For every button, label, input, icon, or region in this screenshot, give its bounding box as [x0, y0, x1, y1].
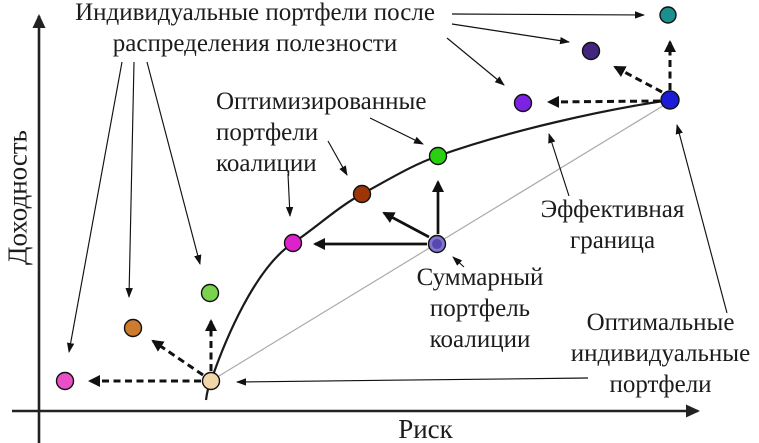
arrow-slate-to-brown: [382, 211, 430, 239]
label-line: Эффективная: [540, 196, 685, 223]
optimized-coalition-portfolio-point-magenta: [283, 233, 303, 253]
label-line: граница: [569, 227, 656, 254]
label-line: портфели: [216, 119, 319, 146]
label-line: Оптимальные: [586, 309, 735, 336]
pointer-to-light-green-point: [146, 61, 202, 265]
label-total-coalition-portfolio: Суммарный портфель коалиции: [400, 262, 560, 355]
optimized-coalition-portfolio-point-green: [428, 146, 448, 166]
pointer-to-magenta-point: [285, 173, 294, 217]
pointer-to-frontier-curve: [548, 133, 570, 197]
optimal-individual-portfolio-point-tan: [201, 371, 221, 391]
label-line: распределения полезности: [112, 30, 398, 57]
individual-after-distribution-point-purple: [513, 93, 533, 113]
individual-after-distribution-point-orange: [123, 318, 143, 338]
label-individual-portfolios-after: Индивидуальные портфели после распределе…: [55, 0, 455, 59]
label-optimal-individual-portfolios: Оптимальные индивидуальные портфели: [558, 307, 759, 400]
individual-after-distribution-point-pink: [55, 371, 75, 391]
individual-after-distribution-point-light-green: [200, 283, 220, 303]
label-line: портфели: [609, 371, 712, 398]
pointer-to-dark-purple-point: [451, 23, 570, 45]
total-coalition-portfolio-point-core: [432, 239, 442, 249]
pointer-to-blue-point: [675, 124, 728, 314]
label-pointer-arrows: [66, 11, 728, 386]
label-line: коалиции: [429, 326, 531, 353]
optimized-coalition-portfolio-point-brown: [352, 184, 372, 204]
x-axis-label: Риск: [398, 414, 453, 443]
label-optimized-coalition-portfolios: Оптимизированные портфели коалиции: [216, 86, 426, 179]
pointer-to-brown-point: [327, 140, 348, 176]
pointer-to-green-point: [369, 117, 424, 145]
optimal-individual-portfolio-point-blue: [660, 90, 680, 110]
label-line: Суммарный: [416, 264, 544, 291]
pointer-to-coalition-point: [452, 256, 465, 268]
portfolio-points: [55, 6, 680, 391]
individual-after-distribution-point-teal: [659, 6, 677, 24]
pointer-to-purple-point: [446, 37, 505, 86]
distribution-arrows: [88, 40, 676, 387]
arrow-blue-to-purple: [547, 95, 661, 108]
pointer-to-teal-point: [451, 11, 645, 19]
arrow-blue-to-dark-purple: [613, 65, 663, 94]
label-efficient-frontier: Эффективная граница: [520, 194, 705, 256]
optimization-arrows: [313, 180, 444, 250]
label-line: портфель: [429, 295, 531, 322]
pointer-to-tan-point: [236, 377, 589, 386]
label-line: индивидуальные: [570, 340, 751, 367]
label-line: Оптимизированные: [216, 88, 427, 115]
y-axis-label: Доходность: [2, 130, 33, 265]
individual-after-distribution-point-dark-purple: [581, 41, 601, 61]
label-line: коалиции: [216, 150, 317, 177]
label-line: Индивидуальные портфели после: [75, 0, 435, 26]
pointer-to-pink-point: [66, 61, 123, 353]
arrow-tan-to-orange: [151, 339, 204, 377]
pointer-to-orange-point: [125, 61, 135, 298]
